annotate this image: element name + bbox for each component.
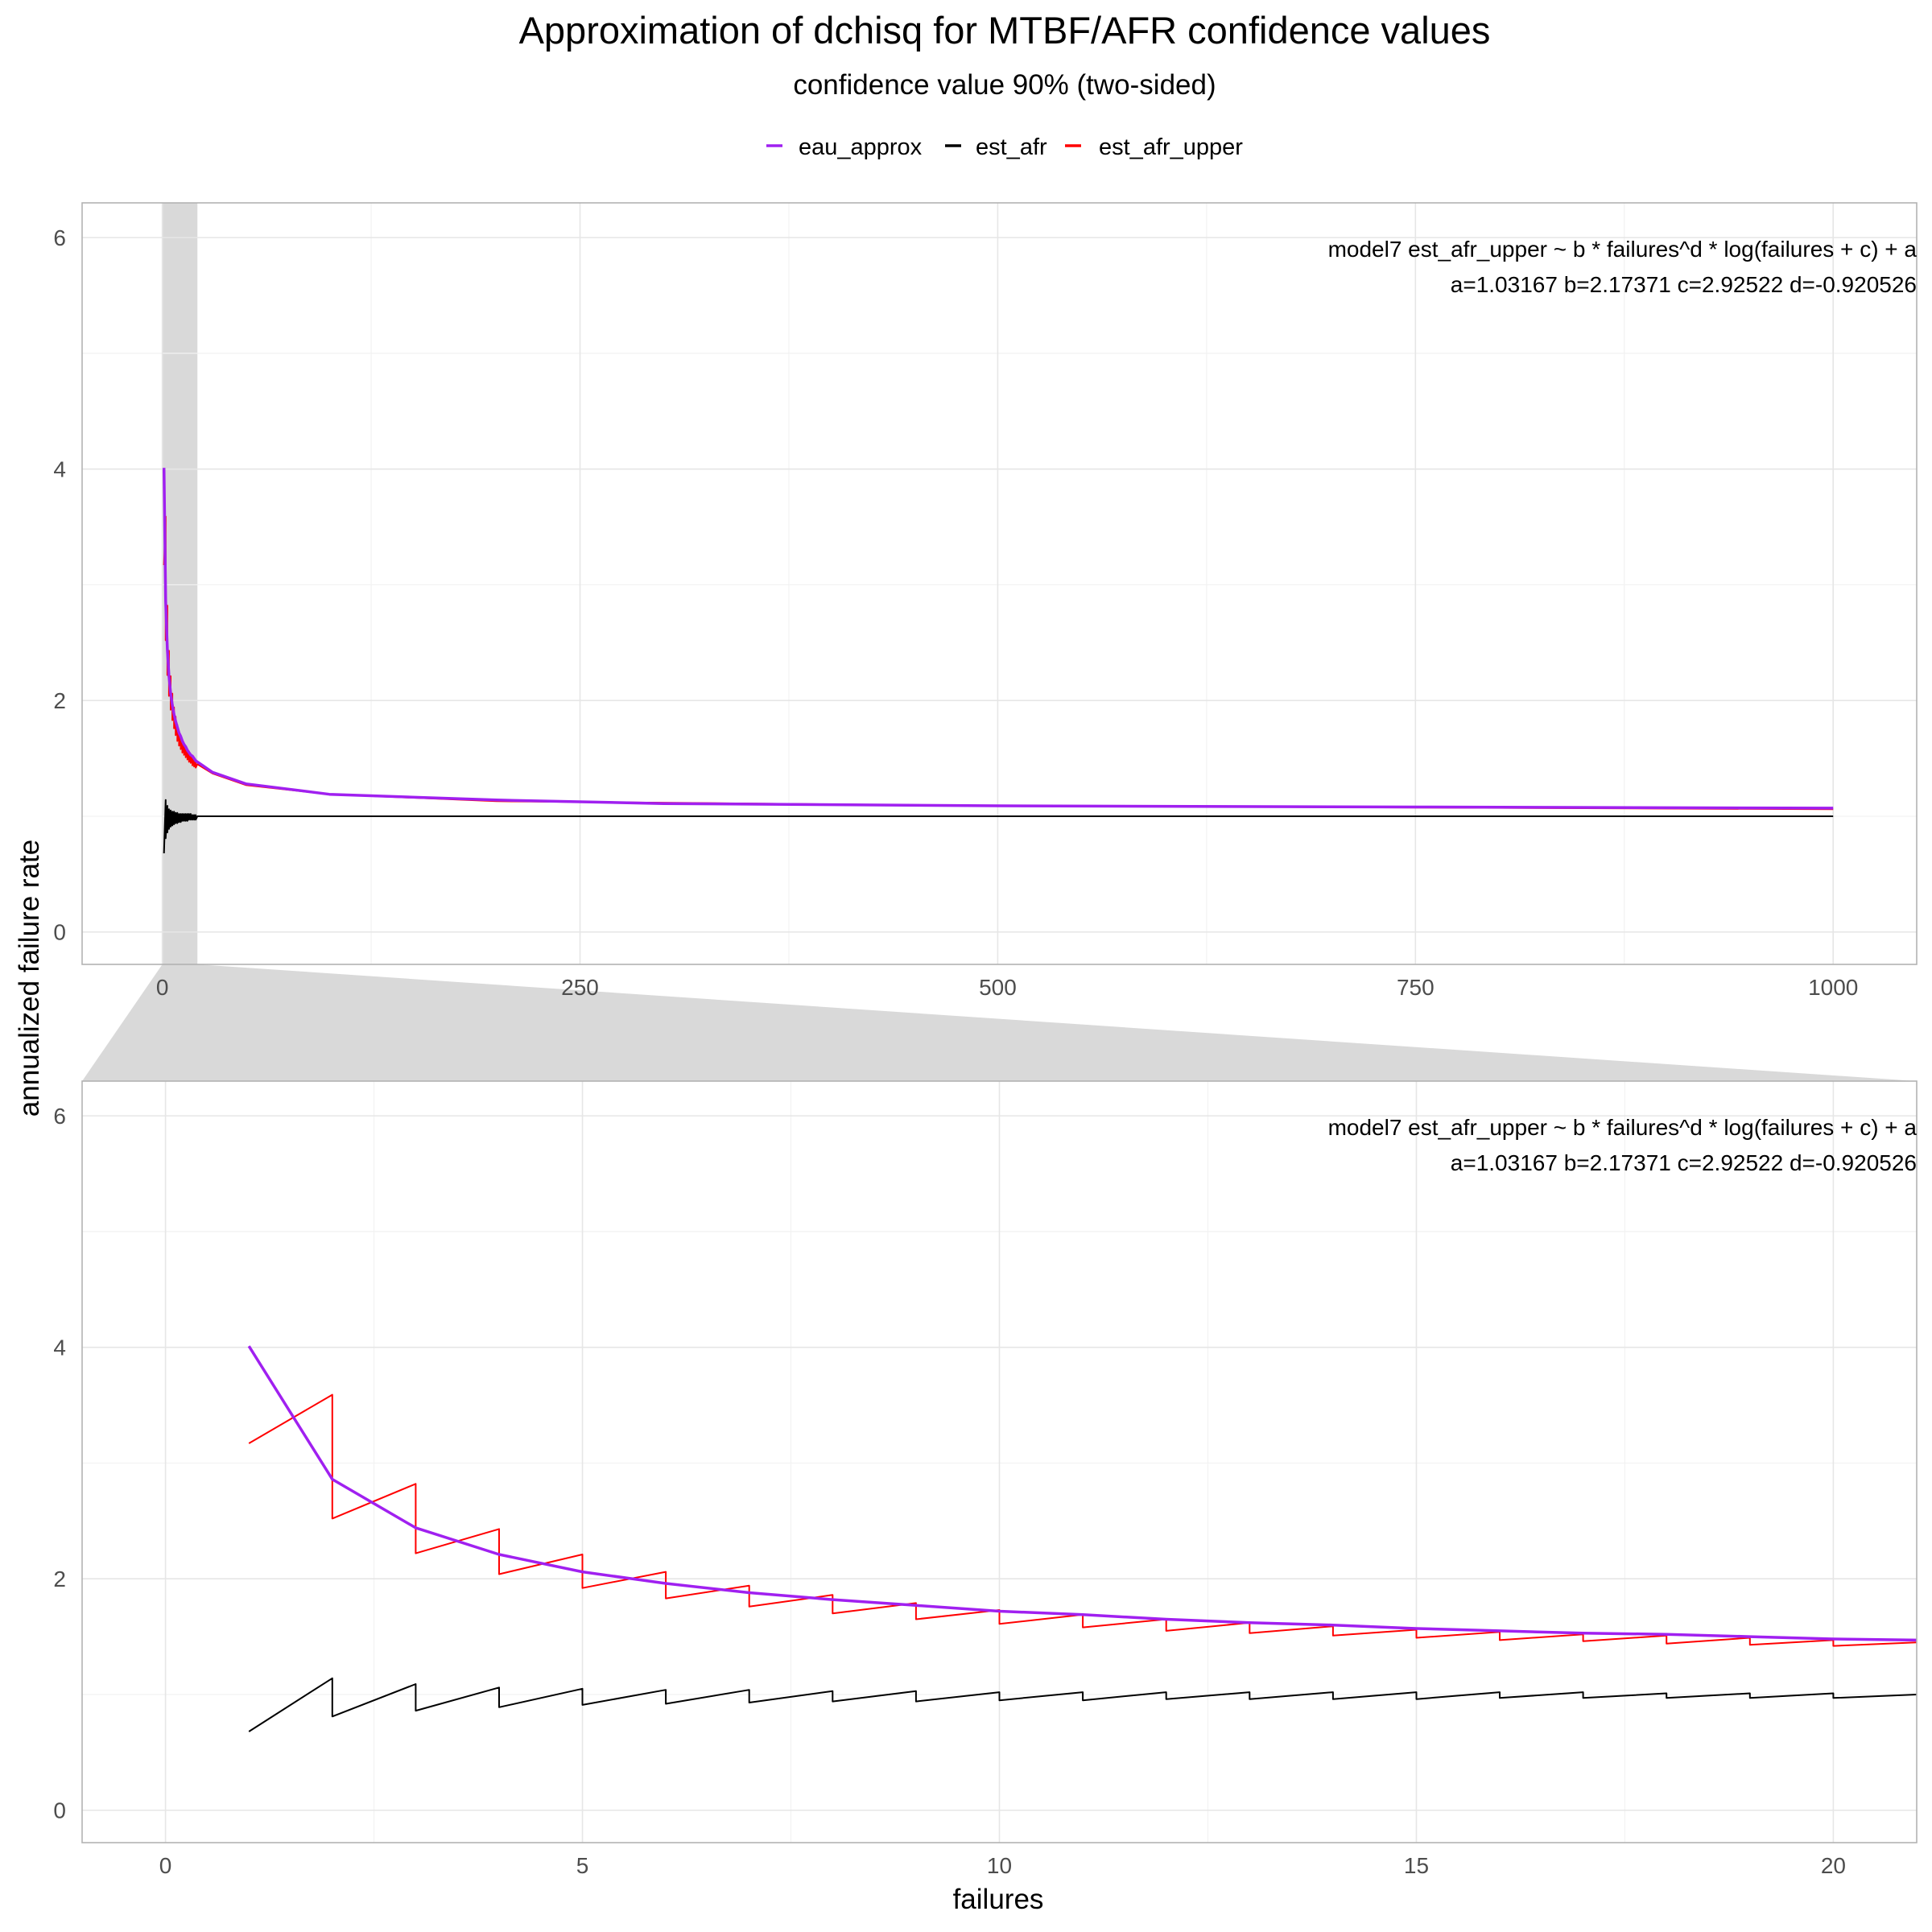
y-axis-label: annualized failure rate — [14, 840, 45, 1117]
legend-item-est-afr[interactable]: est_afr — [945, 134, 1047, 160]
x-tick-label: 1000 — [1808, 975, 1858, 1000]
legend-label-est-afr-upper: est_afr_upper — [1099, 134, 1243, 160]
legend-label-est-afr: est_afr — [976, 134, 1047, 160]
series-line-est-afr-upper — [248, 1393, 1917, 1647]
x-axis-label: failures — [953, 1884, 1044, 1915]
series-line-est-afr-upper — [163, 515, 1834, 811]
overview-panel: 0 250 500 750 1000 0 2 4 6 model7 est_afr_upper ~… — [53, 202, 1918, 1000]
zoom-highlight-band — [162, 203, 198, 964]
x-tick-label: 0 — [159, 1853, 172, 1878]
series-line-eau-approx — [162, 468, 1834, 810]
y-tick-label: 0 — [53, 1798, 66, 1823]
model-annotation-formula: model7 est_afr_upper ~ b * failures^d * … — [1328, 1115, 1918, 1140]
series-line-est-afr — [248, 1677, 1917, 1732]
y-tick-label: 4 — [53, 457, 66, 482]
model-annotation-params: a=1.03167 b=2.17371 c=2.92522 d=-0.92052… — [1451, 272, 1917, 297]
panel-border — [81, 1080, 1918, 1843]
y-tick-label: 6 — [53, 1104, 66, 1129]
x-tick-label: 250 — [561, 975, 599, 1000]
zoom-panel: 0 5 10 15 20 0 2 4 6 model7 est_afr_upper ~ b * f… — [53, 1080, 1918, 1878]
series-line-est-afr — [163, 799, 1834, 854]
chart-subtitle: confidence value 90% (two-sided) — [793, 69, 1216, 101]
x-tick-label: 10 — [987, 1853, 1012, 1878]
model-annotation-formula: model7 est_afr_upper ~ b * failures^d * … — [1328, 237, 1918, 262]
y-tick-label: 4 — [53, 1335, 66, 1360]
model-annotation-params: a=1.03167 b=2.17371 c=2.92522 d=-0.92052… — [1451, 1150, 1917, 1175]
x-tick-label: 15 — [1404, 1853, 1429, 1878]
x-tick-label: 500 — [979, 975, 1017, 1000]
chart-title: Approximation of dchisq for MTBF/AFR con… — [519, 9, 1491, 52]
legend: eau_approx est_afr est_afr_upper — [766, 134, 1243, 160]
legend-label-eau-approx: eau_approx — [799, 134, 923, 160]
y-tick-label: 0 — [53, 920, 66, 945]
series-group — [247, 1345, 1917, 1732]
y-tick-label: 6 — [53, 225, 66, 250]
zoom-connector — [82, 964, 1917, 1081]
series-line-eau-approx — [247, 1345, 1917, 1642]
x-tick-label: 0 — [156, 975, 169, 1000]
y-tick-label: 2 — [53, 688, 66, 713]
legend-item-eau-approx[interactable]: eau_approx — [766, 134, 923, 160]
y-tick-label: 2 — [53, 1567, 66, 1591]
x-tick-label: 5 — [576, 1853, 589, 1878]
x-tick-label: 750 — [1397, 975, 1435, 1000]
series-group — [162, 468, 1834, 854]
legend-item-est-afr-upper[interactable]: est_afr_upper — [1065, 134, 1243, 160]
x-tick-label: 20 — [1821, 1853, 1846, 1878]
panel-border — [81, 202, 1918, 965]
